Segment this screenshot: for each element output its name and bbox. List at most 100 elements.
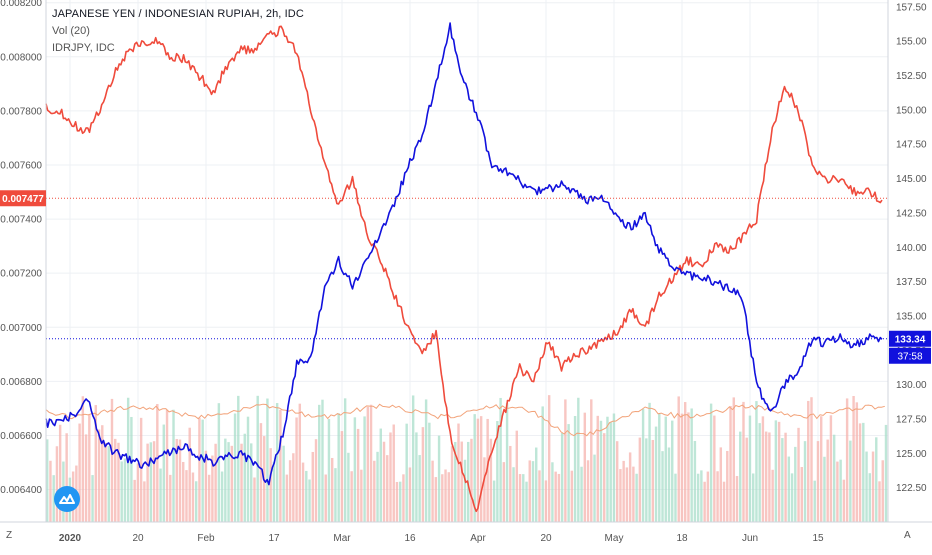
- volume-bar: [564, 399, 567, 522]
- volume-bar: [570, 470, 574, 522]
- volume-bar: [136, 463, 140, 522]
- volume-bar: [813, 480, 816, 522]
- volume-bar: [535, 447, 538, 522]
- volume-bar: [337, 413, 340, 522]
- volume-bar: [664, 416, 667, 522]
- volume-bar: [842, 479, 846, 522]
- volume-bar: [46, 439, 49, 522]
- volume-bar: [622, 460, 625, 522]
- volume-bar: [538, 470, 541, 522]
- volume-bar: [683, 402, 687, 522]
- volume-bar: [246, 416, 250, 522]
- price-lines: [45, 22, 883, 513]
- volume-bar: [217, 403, 221, 522]
- x-axis-label: 20: [540, 533, 552, 544]
- volume-bar: [522, 474, 525, 522]
- volume-bar: [143, 481, 146, 522]
- main-price-line: [45, 25, 883, 513]
- volume-bar: [233, 413, 237, 522]
- volume-bar: [573, 416, 577, 522]
- volume-bar: [298, 403, 302, 522]
- left-axis-tick: 0.006600: [0, 431, 42, 442]
- volume-bar: [101, 425, 104, 522]
- volume-bar: [865, 451, 868, 522]
- compare-price-badge: [889, 330, 931, 347]
- volume-bar: [764, 431, 768, 522]
- volume-bar: [554, 471, 557, 522]
- x-axis-label: Mar: [333, 533, 351, 544]
- volume-bar: [165, 409, 169, 522]
- volume-bar: [405, 423, 408, 522]
- volume-bar: [819, 416, 823, 522]
- right-axis-tick: 147.50: [896, 140, 927, 151]
- volume-bar: [457, 423, 460, 522]
- volume-bar: [314, 439, 318, 522]
- volume-bar: [794, 446, 797, 522]
- volume-bar: [803, 441, 807, 522]
- volume-bar: [253, 477, 256, 522]
- volume-bar: [551, 462, 554, 522]
- volume-bar: [615, 441, 619, 522]
- volume-bar: [742, 401, 745, 522]
- volume-bar: [188, 427, 191, 522]
- right-axis-tick: 137.50: [896, 277, 927, 288]
- auto-scale-button[interactable]: A: [904, 530, 911, 541]
- volume-bar: [774, 420, 778, 522]
- volume-bar: [211, 455, 214, 522]
- volume-bar: [518, 474, 522, 522]
- legend-volume[interactable]: Vol (20): [52, 25, 90, 37]
- tradingview-logo-icon[interactable]: [54, 486, 80, 512]
- volume-bar: [884, 424, 888, 522]
- volume-bar: [476, 418, 480, 522]
- volume-bar: [771, 469, 774, 522]
- volume-bar: [350, 471, 353, 522]
- volume-bar: [327, 419, 331, 522]
- volume-bar: [395, 481, 399, 522]
- volume-bar: [49, 460, 52, 522]
- volume-bar: [816, 441, 820, 522]
- volume-bar: [693, 440, 697, 522]
- volume-bar: [502, 462, 506, 522]
- volume-bar: [700, 470, 703, 522]
- volume-bar: [201, 419, 204, 522]
- right-axis-tick: 135.00: [896, 311, 927, 322]
- volume-bar: [483, 457, 486, 522]
- volume-bar: [787, 456, 791, 522]
- volume-bar: [454, 441, 457, 522]
- volume-bar: [240, 443, 243, 522]
- volume-moving-average: [45, 403, 885, 437]
- volume-bar: [330, 457, 334, 522]
- countdown-badge-label: 37:58: [897, 351, 922, 362]
- legend-title[interactable]: JAPANESE YEN / INDONESIAN RUPIAH, 2h, ID…: [52, 8, 304, 20]
- volume-bar: [156, 404, 159, 522]
- legend-compare[interactable]: IDRJPY, IDC: [52, 42, 115, 54]
- volume-bar: [862, 422, 865, 522]
- volume-bar: [541, 406, 544, 522]
- volume-bar: [272, 461, 276, 522]
- zoom-button[interactable]: Z: [6, 530, 13, 541]
- x-axis-label: 16: [404, 533, 416, 544]
- volume-bar: [279, 409, 282, 522]
- volume-bar: [259, 423, 263, 522]
- volume-bar: [596, 415, 599, 522]
- volume-bar: [473, 414, 476, 522]
- volume-bar: [651, 439, 655, 522]
- volume-bar: [220, 471, 224, 522]
- left-axis-tick: 0.008200: [0, 0, 42, 9]
- volume-bar: [777, 421, 781, 522]
- volume-bar: [130, 416, 133, 522]
- volume-bar: [437, 435, 441, 522]
- volume-bar: [356, 428, 360, 522]
- volume-bar: [632, 466, 635, 522]
- volume-bar: [625, 467, 629, 522]
- volume-bar: [230, 445, 234, 522]
- right-axis-tick: 150.00: [896, 105, 927, 116]
- volume-bar: [489, 438, 493, 522]
- price-badges: 0.007477 133.34 37:58: [0, 190, 931, 364]
- volume-bar: [162, 424, 166, 522]
- volume-bar: [139, 417, 143, 522]
- volume-bar: [343, 398, 347, 522]
